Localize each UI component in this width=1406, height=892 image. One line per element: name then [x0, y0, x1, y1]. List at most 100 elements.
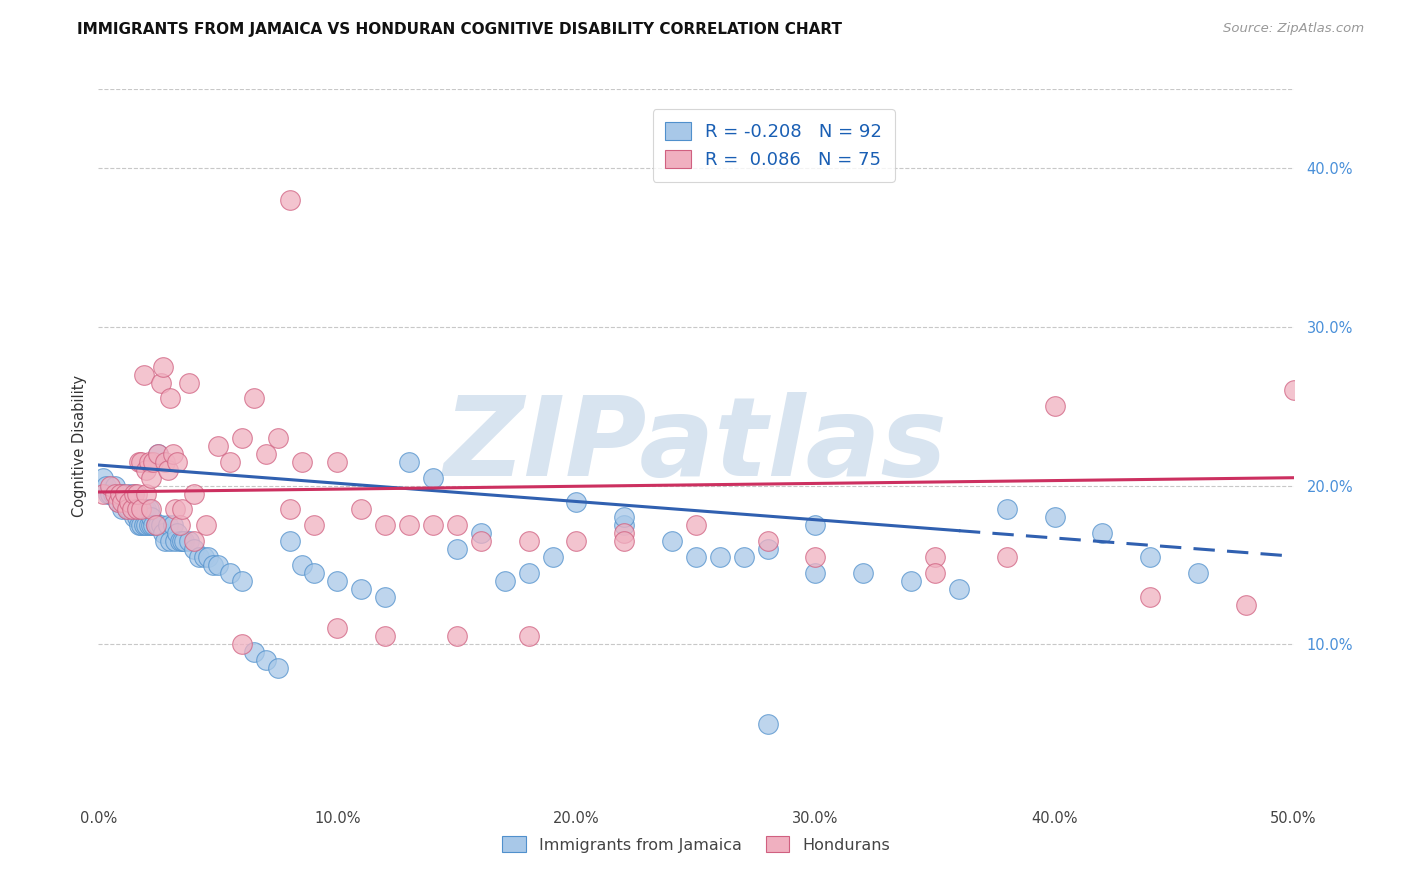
Point [115, 502, 138, 516]
Point [166, 455, 188, 469]
Point [291, 558, 314, 572]
Point [613, 526, 636, 541]
Point [125, 502, 148, 516]
Point [125, 486, 148, 500]
Point [278, 502, 301, 516]
Point [139, 510, 162, 524]
Y-axis label: Cognitive Disability: Cognitive Disability [72, 375, 87, 517]
Point [231, 431, 253, 445]
Point [398, 455, 420, 469]
Point [350, 582, 373, 596]
Point [193, 549, 215, 564]
Point [565, 494, 588, 508]
Legend: Immigrants from Jamaica, Hondurans: Immigrants from Jamaica, Hondurans [495, 830, 897, 859]
Point [254, 447, 277, 461]
Point [661, 534, 683, 549]
Point [91, 471, 114, 485]
Point [231, 637, 253, 651]
Point [98, 478, 122, 492]
Point [207, 558, 229, 572]
Point [142, 455, 165, 469]
Point [172, 534, 194, 549]
Point [162, 518, 184, 533]
Point [114, 494, 136, 508]
Point [1091, 526, 1114, 541]
Point [195, 518, 218, 533]
Point [267, 431, 290, 445]
Point [613, 518, 636, 533]
Point [138, 502, 160, 516]
Point [326, 574, 349, 588]
Point [374, 590, 396, 604]
Text: ZIPatlas: ZIPatlas [444, 392, 948, 500]
Point [108, 486, 131, 500]
Point [219, 566, 242, 580]
Point [995, 549, 1018, 564]
Point [1139, 549, 1161, 564]
Point [162, 447, 184, 461]
Point [852, 566, 875, 580]
Point [219, 455, 242, 469]
Point [924, 566, 946, 580]
Point [152, 359, 174, 374]
Point [446, 629, 468, 643]
Point [183, 486, 205, 500]
Point [114, 486, 136, 500]
Point [139, 518, 162, 533]
Point [91, 486, 114, 500]
Point [149, 518, 172, 533]
Point [398, 518, 420, 533]
Point [948, 582, 970, 596]
Point [326, 455, 349, 469]
Point [613, 534, 636, 549]
Point [135, 518, 157, 533]
Point [111, 494, 134, 508]
Point [1043, 510, 1066, 524]
Point [148, 447, 170, 461]
Point [197, 549, 219, 564]
Point [149, 376, 172, 390]
Point [125, 502, 148, 516]
Point [152, 526, 174, 541]
Point [155, 455, 177, 469]
Point [128, 502, 150, 516]
Point [124, 486, 146, 500]
Point [139, 502, 162, 516]
Point [1187, 566, 1209, 580]
Point [494, 574, 516, 588]
Point [350, 502, 373, 516]
Point [207, 439, 229, 453]
Point [172, 502, 194, 516]
Point [159, 392, 181, 406]
Point [291, 455, 314, 469]
Point [97, 486, 120, 500]
Point [1139, 590, 1161, 604]
Point [183, 534, 205, 549]
Point [446, 518, 468, 533]
Point [94, 478, 117, 492]
Point [138, 518, 160, 533]
Point [135, 486, 157, 500]
Point [139, 471, 162, 485]
Point [124, 486, 146, 500]
Point [733, 549, 755, 564]
Point [132, 368, 155, 382]
Point [302, 566, 325, 580]
Point [115, 494, 138, 508]
Point [995, 502, 1018, 516]
Point [131, 455, 153, 469]
Point [517, 566, 540, 580]
Point [374, 629, 396, 643]
Point [163, 534, 186, 549]
Point [565, 534, 588, 549]
Point [132, 518, 155, 533]
Point [470, 534, 492, 549]
Point [1234, 598, 1257, 612]
Point [374, 518, 396, 533]
Point [131, 518, 153, 533]
Point [278, 534, 301, 549]
Text: Source: ZipAtlas.com: Source: ZipAtlas.com [1223, 22, 1364, 36]
Point [709, 549, 731, 564]
Point [517, 534, 540, 549]
Point [145, 518, 167, 533]
